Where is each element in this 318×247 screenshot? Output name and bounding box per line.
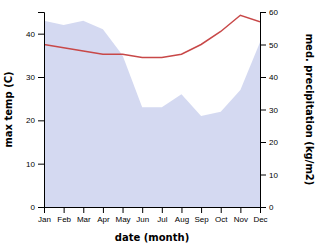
tick: Jun [136, 207, 149, 224]
tick-mark [201, 207, 202, 213]
tick-mark [221, 207, 222, 213]
tick-label: Jan [38, 215, 51, 224]
axis-line [38, 13, 45, 208]
tick: Aug [175, 207, 189, 224]
plot: JanFebMarAprMayJunJulAugSepOctNovDec0102… [26, 8, 278, 224]
tick-mark [162, 207, 163, 213]
tick-mark [240, 207, 241, 213]
tick: May [115, 207, 130, 224]
tick: 10 [260, 171, 278, 180]
tick-mark [260, 110, 266, 111]
tick-label: 0 [31, 203, 36, 212]
tick-label: Feb [57, 215, 71, 224]
axis-line [261, 13, 267, 208]
marks [44, 15, 260, 207]
tick: 60 [260, 8, 278, 17]
tick-label: 50 [269, 41, 278, 50]
tick-mark [142, 207, 143, 213]
axis-line [45, 208, 261, 214]
tick-label: 10 [269, 171, 278, 180]
y2-axis-title: med. precipitation (kg/m2) [304, 34, 315, 186]
tick: 20 [260, 138, 278, 147]
tick: Dec [253, 207, 267, 224]
tick-label: 40 [26, 30, 35, 39]
tick-label: 30 [269, 106, 278, 115]
tick-label: 30 [26, 73, 35, 82]
tick: 50 [260, 41, 278, 50]
y-axis-title: max temp (C) [3, 71, 14, 147]
tick-label: 10 [26, 160, 35, 169]
tick: 30 [260, 106, 278, 115]
tick-mark [38, 34, 44, 35]
tick: 20 [26, 116, 44, 125]
tick: 0 [260, 203, 274, 212]
tick-mark [123, 207, 124, 213]
tick: Oct [215, 207, 228, 224]
x-axis-title: date (month) [115, 232, 189, 243]
tick: 40 [260, 73, 278, 82]
tick-label: Mar [77, 215, 91, 224]
tick-label: 20 [269, 138, 278, 147]
tick: Mar [77, 207, 91, 224]
y2-axis: 0 10 20 30 40 50 60 [260, 8, 278, 212]
tick: Jan [38, 207, 51, 224]
tick: 0 [31, 203, 44, 212]
tick-mark [38, 207, 44, 208]
tick-label: 20 [26, 116, 35, 125]
y-axis: 0 10 20 30 40 [26, 13, 44, 213]
chart-container: JanFebMarAprMayJunJulAugSepOctNovDec0102… [0, 0, 318, 247]
tick-mark [83, 207, 84, 213]
tick: 10 [26, 160, 44, 169]
tick-label: Oct [215, 215, 228, 224]
tick: 30 [26, 73, 44, 82]
tick-label: 40 [269, 73, 278, 82]
tick-label: Jun [136, 215, 149, 224]
tick-label: 60 [269, 8, 278, 17]
tick-label: Dec [253, 215, 267, 224]
tick: Feb [57, 207, 71, 224]
tick-label: Aug [175, 215, 189, 224]
tick-label: Jul [157, 215, 167, 224]
tick-mark [103, 207, 104, 213]
area [44, 21, 260, 207]
tick-mark [260, 12, 266, 13]
tick-mark [260, 207, 266, 208]
tick-mark [38, 164, 44, 165]
tick-mark [64, 207, 65, 213]
tick-label: May [115, 215, 130, 224]
tick-mark [38, 77, 44, 78]
tick-label: Apr [97, 215, 110, 224]
tick-mark [260, 77, 266, 78]
tick-mark [260, 45, 266, 46]
chart-svg: JanFebMarAprMayJunJulAugSepOctNovDec0102… [0, 0, 318, 247]
tick-mark [181, 207, 182, 213]
tick-mark [38, 120, 44, 121]
tick-label: Sep [194, 215, 209, 224]
tick: Nov [234, 207, 248, 224]
tick-mark [260, 175, 266, 176]
tick-label: 0 [269, 203, 274, 212]
x-axis: Jan Feb Mar Apr May Jun Jul Aug Sep Oct Nov Dec [38, 207, 268, 224]
line [44, 15, 260, 57]
tick: Jul [157, 207, 167, 224]
tick: Sep [194, 207, 209, 224]
tick-mark [260, 142, 266, 143]
tick: 40 [26, 30, 44, 39]
tick: Apr [97, 207, 110, 224]
tick-label: Nov [234, 215, 248, 224]
